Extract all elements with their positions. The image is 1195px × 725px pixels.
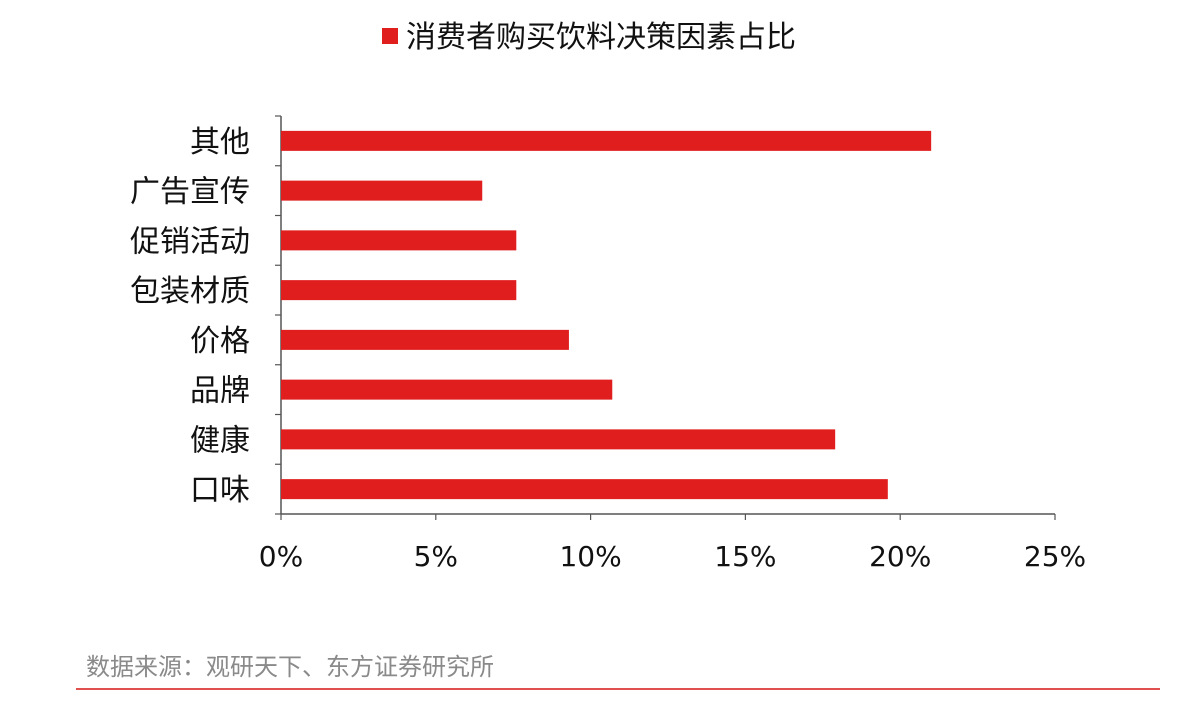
category-label: 口味: [190, 473, 250, 508]
x-tick-label: 0%: [259, 540, 303, 573]
bar: [281, 329, 569, 350]
legend: 消费者购买饮料决策因素占比: [382, 20, 796, 55]
x-tick-label: 25%: [1024, 540, 1086, 573]
x-tick-label: 20%: [869, 540, 931, 573]
x-tick-label: 5%: [414, 540, 458, 573]
y-axis-ticks: [275, 115, 281, 515]
x-tick-label: 15%: [714, 540, 776, 573]
bar: [281, 280, 517, 301]
x-tick-labels: 0% 5% 10% 15% 20% 25%: [259, 540, 1086, 573]
legend-label: 消费者购买饮料决策因素占比: [406, 20, 796, 55]
category-label: 其他: [190, 125, 250, 160]
category-label: 广告宣传: [130, 175, 250, 210]
bar: [281, 180, 483, 201]
category-label: 品牌: [190, 374, 250, 409]
category-label: 包装材质: [130, 274, 250, 309]
category-label: 健康: [190, 423, 250, 458]
category-label: 促销活动: [130, 224, 250, 259]
bar: [281, 379, 613, 400]
x-tick-label: 10%: [559, 540, 621, 573]
bar: [281, 130, 932, 151]
source-note: 数据来源：观研天下、东方证券研究所: [86, 653, 494, 681]
bar: [281, 479, 888, 500]
bar: [281, 429, 836, 450]
bar: [281, 230, 517, 251]
legend-swatch: [382, 28, 398, 44]
bars: [281, 130, 932, 500]
x-axis-ticks: [280, 514, 1056, 520]
category-label: 价格: [190, 324, 250, 359]
